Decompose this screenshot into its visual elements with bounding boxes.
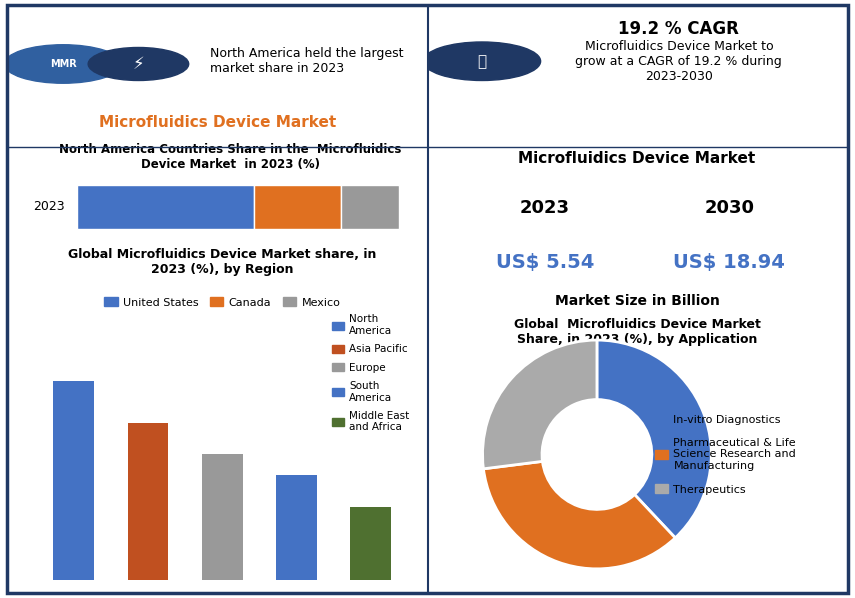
- Text: MMR: MMR: [50, 59, 76, 69]
- Bar: [276, 475, 317, 580]
- Bar: [351, 507, 391, 580]
- Text: 2030: 2030: [705, 199, 754, 217]
- Wedge shape: [482, 340, 597, 469]
- Text: 2023: 2023: [520, 199, 569, 217]
- Text: 🔥: 🔥: [477, 54, 486, 69]
- Bar: [54, 381, 94, 580]
- Text: Microfluidics Device Market: Microfluidics Device Market: [99, 115, 337, 130]
- Wedge shape: [597, 340, 711, 538]
- Circle shape: [4, 45, 121, 83]
- Text: North America Countries Share in the  Microfluidics
Device Market  in 2023 (%): North America Countries Share in the Mic…: [59, 143, 401, 171]
- Text: North America held the largest
market share in 2023: North America held the largest market sh…: [209, 47, 404, 75]
- Text: Microfluidics Device Market: Microfluidics Device Market: [518, 151, 756, 166]
- Text: 2023: 2023: [33, 200, 65, 213]
- Text: Global  Microfluidics Device Market
Share, in 2023 (%), by Application: Global Microfluidics Device Market Share…: [514, 318, 760, 346]
- FancyBboxPatch shape: [341, 185, 399, 229]
- Legend: North
America, Asia Pacific, Europe, South
America, Middle East
and Africa: North America, Asia Pacific, Europe, Sou…: [327, 310, 414, 437]
- Text: 19.2 % CAGR: 19.2 % CAGR: [618, 20, 740, 38]
- Title: Global Microfluidics Device Market share, in
2023 (%), by Region: Global Microfluidics Device Market share…: [68, 248, 376, 276]
- Legend: In-vitro Diagnostics, Pharmaceutical & Life
Science Research and
Manufacturing, : In-vitro Diagnostics, Pharmaceutical & L…: [650, 410, 800, 499]
- Text: US$ 5.54: US$ 5.54: [496, 254, 594, 273]
- Circle shape: [88, 47, 189, 81]
- Wedge shape: [483, 462, 675, 569]
- Text: Market Size in Billion: Market Size in Billion: [555, 294, 719, 308]
- FancyBboxPatch shape: [77, 185, 254, 229]
- Text: US$ 18.94: US$ 18.94: [673, 254, 785, 273]
- FancyBboxPatch shape: [254, 185, 341, 229]
- Legend: United States, Canada, Mexico: United States, Canada, Mexico: [100, 293, 345, 312]
- Bar: [127, 423, 168, 580]
- Circle shape: [423, 42, 540, 81]
- Text: ⚡: ⚡: [133, 55, 144, 73]
- Text: Microfluidics Device Market to
grow at a CAGR of 19.2 % during
2023-2030: Microfluidics Device Market to grow at a…: [575, 39, 782, 83]
- Bar: [202, 454, 243, 580]
